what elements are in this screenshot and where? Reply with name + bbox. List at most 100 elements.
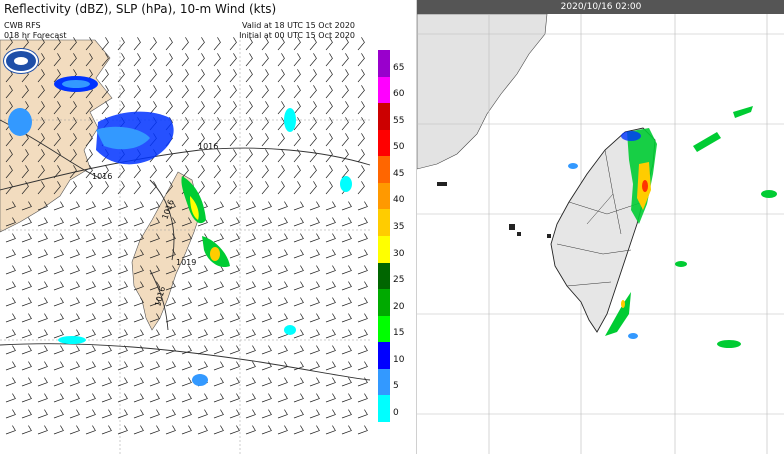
wind-barb — [229, 265, 240, 275]
wind-barb — [293, 181, 301, 195]
wind-barb — [165, 165, 173, 179]
wind-barb — [245, 149, 253, 163]
wind-barb — [325, 53, 333, 67]
wind-barb — [293, 249, 304, 259]
wind-barb — [197, 117, 205, 131]
wind-barb — [117, 409, 128, 419]
wind-barb — [325, 201, 336, 211]
wind-barb — [5, 329, 16, 339]
wind-barb — [69, 117, 77, 131]
radar-echoes — [568, 106, 777, 348]
wind-barb — [133, 165, 141, 179]
wind-barb — [117, 181, 125, 195]
wind-barb — [133, 329, 144, 339]
wind-barb — [213, 281, 224, 291]
wind-barb — [293, 201, 304, 211]
wind-barb — [261, 297, 272, 307]
wind-barb — [357, 101, 365, 115]
wind-barb — [341, 313, 352, 323]
wind-barb — [357, 201, 368, 211]
wind-barb — [37, 281, 48, 291]
wind-barb — [149, 393, 160, 403]
wind-barb — [69, 377, 80, 387]
wind-barb — [181, 165, 189, 179]
wind-barb — [197, 133, 205, 147]
wind-barb — [357, 377, 368, 387]
wind-barb — [309, 377, 320, 387]
wind-barb — [21, 37, 29, 51]
wind-barb — [133, 69, 141, 83]
wind-barb — [261, 233, 272, 243]
wind-barb — [149, 281, 160, 291]
wind-barb — [117, 425, 128, 435]
wind-barb — [85, 361, 96, 371]
wind-barb — [325, 249, 336, 259]
wind-barb — [5, 181, 13, 195]
wind-barb — [261, 53, 269, 67]
wind-barb — [197, 361, 208, 371]
wind-barb — [69, 133, 77, 147]
wind-barb — [69, 149, 77, 163]
wind-barb — [341, 133, 349, 147]
wind-barb — [261, 217, 272, 227]
colorbar-segment — [378, 209, 390, 237]
wind-barb — [117, 69, 125, 83]
wind-barb — [341, 85, 349, 99]
wind-barb — [309, 329, 320, 339]
wind-barb — [261, 249, 272, 259]
wind-barb — [181, 249, 192, 259]
wind-barb — [21, 377, 32, 387]
wind-barb — [277, 313, 288, 323]
wind-barb — [341, 345, 352, 355]
wind-barb — [149, 201, 160, 211]
wind-barb — [117, 37, 125, 51]
wind-barb — [277, 101, 285, 115]
wind-barb — [325, 165, 333, 179]
wind-barb — [213, 377, 224, 387]
wind-barb — [293, 233, 304, 243]
wind-barb — [229, 249, 240, 259]
wind-barb — [341, 37, 349, 51]
wind-barb — [197, 345, 208, 355]
wind-barb — [165, 181, 173, 195]
wind-barb — [85, 149, 93, 163]
wind-barb — [325, 37, 333, 51]
wind-barb — [53, 281, 64, 291]
forecast-hour: 018 hr Forecast — [4, 31, 67, 40]
county-borders — [556, 149, 644, 287]
wind-barb — [69, 361, 80, 371]
isobar-label: 1016 — [92, 172, 113, 181]
wind-barb — [69, 165, 77, 179]
wind-barb — [117, 249, 128, 259]
wind-barb — [165, 425, 176, 435]
wind-barb — [229, 377, 240, 387]
wind-barb — [117, 361, 128, 371]
wind-barb — [5, 37, 13, 51]
wind-barb — [37, 233, 48, 243]
wind-barb — [149, 425, 160, 435]
wind-barb — [53, 393, 64, 403]
wind-barb — [133, 393, 144, 403]
wind-barb — [261, 165, 269, 179]
wind-barb — [149, 101, 157, 115]
wind-barb — [85, 217, 96, 227]
wind-barb — [309, 85, 317, 99]
wind-barb — [21, 425, 32, 435]
wind-barb — [53, 217, 64, 227]
wind-barb — [293, 425, 304, 435]
wind-barb — [117, 165, 125, 179]
wind-barb — [133, 265, 144, 275]
wind-barb — [197, 425, 208, 435]
wind-barb — [293, 217, 304, 227]
wind-barb — [213, 69, 221, 83]
colorbar-segment — [378, 129, 390, 157]
wind-barb — [197, 85, 205, 99]
wind-barb — [213, 217, 224, 227]
wind-barb — [21, 297, 32, 307]
forecast-map-panel: Reflectivity (dBZ), SLP (hPa), 10-m Wind… — [0, 2, 405, 454]
wind-barb — [277, 149, 285, 163]
wind-barb — [229, 165, 237, 179]
wind-barb — [117, 297, 128, 307]
wind-barb — [341, 53, 349, 67]
wind-barb — [261, 117, 269, 131]
